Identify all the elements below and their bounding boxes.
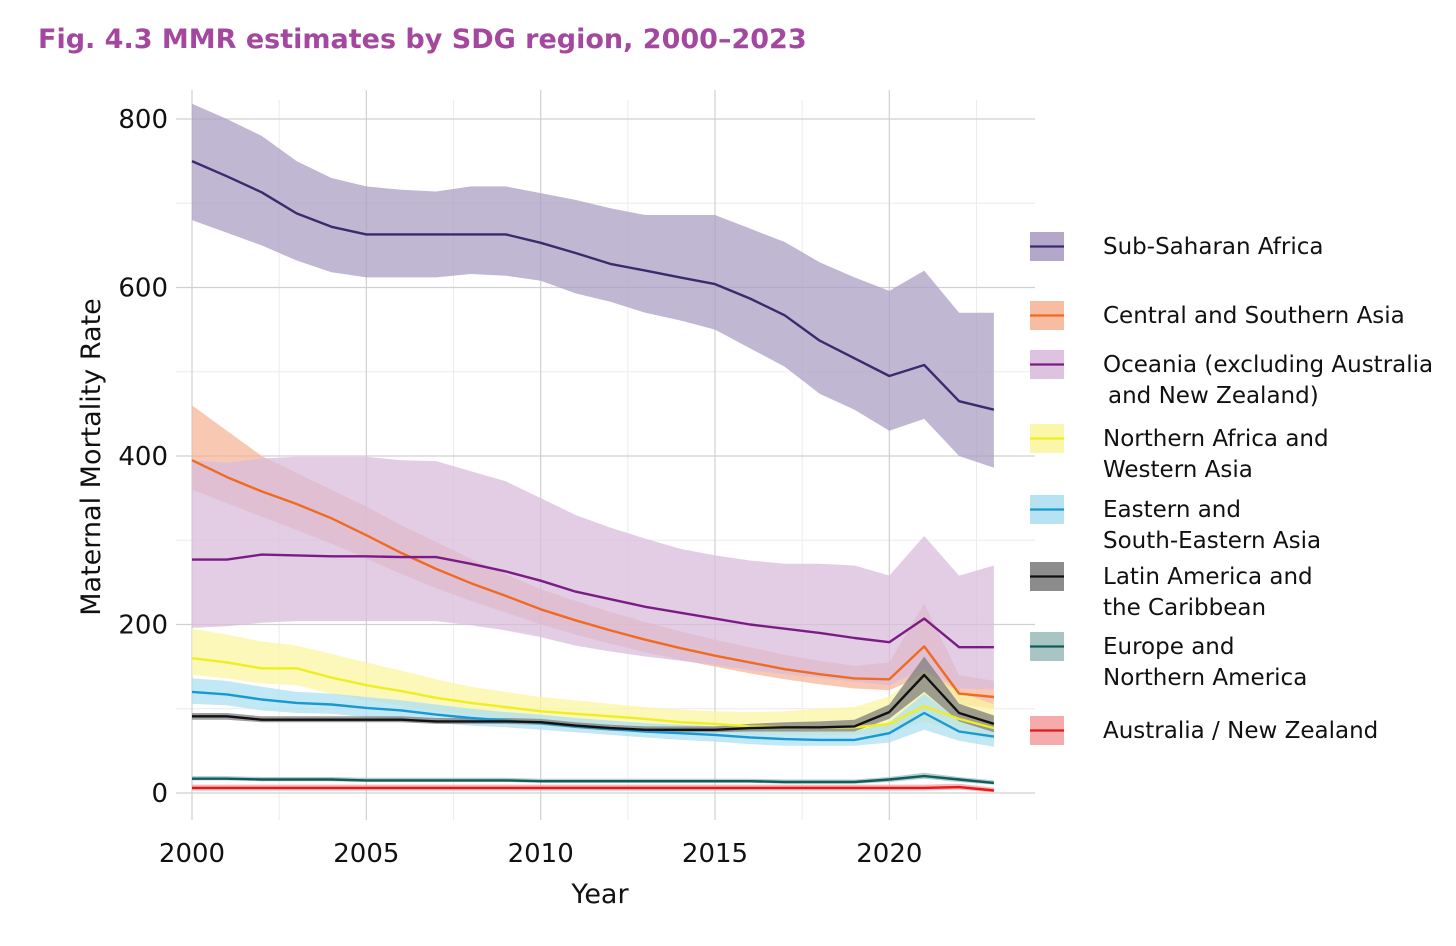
x-axis-title: Year — [570, 879, 629, 910]
x-tick-label: 2020 — [856, 839, 922, 869]
legend-label: Sub-Saharan Africa — [1103, 234, 1323, 260]
band-2 — [192, 456, 994, 690]
series-line-7 — [192, 785, 995, 792]
y-tick-label: 0 — [151, 779, 168, 809]
series-line-5 — [192, 673, 995, 731]
chart-title: Fig. 4.3 MMR estimates by SDG region, 20… — [38, 24, 807, 55]
y-tick-label: 600 — [118, 274, 168, 304]
y-axis-ticks: 0 200 400 600 800 — [118, 105, 168, 809]
y-tick-label: 200 — [118, 611, 168, 641]
series-line-1 — [191, 459, 995, 699]
legend: Sub-Saharan Africa Central and Southern A… — [1030, 232, 1433, 745]
band-3 — [192, 628, 994, 741]
x-tick-label: 2005 — [333, 839, 399, 869]
series-line-0 — [191, 159, 995, 411]
legend-label: Western Asia — [1103, 457, 1253, 483]
legend-label: Central and Southern Asia — [1103, 303, 1405, 329]
legend-label: Northern Africa and — [1103, 426, 1329, 452]
legend-label: Europe and — [1103, 634, 1234, 660]
legend-label: the Caribbean — [1103, 595, 1266, 621]
series-lines — [191, 159, 995, 792]
y-tick-label: 400 — [118, 442, 168, 472]
legend-label: Eastern and — [1103, 497, 1241, 523]
x-tick-label: 2010 — [508, 839, 574, 869]
x-axis-ticks: 2000 2005 2010 2015 2020 — [159, 839, 923, 869]
series-line-6 — [192, 774, 995, 785]
y-tick-label: 800 — [118, 105, 168, 135]
uncertainty-bands — [192, 103, 994, 793]
legend-label: Latin America and — [1103, 564, 1313, 590]
y-axis-title: Maternal Mortality Rate — [76, 298, 107, 616]
legend-label: South-Eastern Asia — [1103, 528, 1321, 554]
x-tick-label: 2015 — [682, 839, 748, 869]
series-line-3 — [191, 657, 995, 730]
legend-label: Australia / New Zealand — [1103, 718, 1378, 744]
x-tick-label: 2000 — [159, 839, 225, 869]
band-0 — [192, 103, 994, 468]
legend-label: Northern America — [1103, 665, 1307, 691]
band-4 — [192, 678, 994, 747]
legend-label: and New Zealand) — [1108, 383, 1319, 409]
legend-label: Oceania (excluding Australia — [1103, 352, 1433, 378]
series-line-2 — [192, 553, 994, 649]
